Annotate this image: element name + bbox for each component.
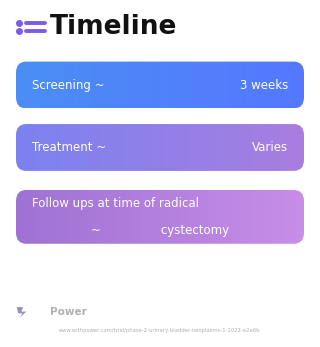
Text: Power: Power xyxy=(50,307,86,317)
Text: Timeline: Timeline xyxy=(50,14,177,40)
Text: 3 weeks: 3 weeks xyxy=(240,78,288,92)
Text: Follow ups at time of radical: Follow ups at time of radical xyxy=(32,197,199,210)
Text: Varies: Varies xyxy=(252,141,288,154)
Text: Screening ~: Screening ~ xyxy=(32,78,105,92)
Polygon shape xyxy=(17,307,26,318)
Text: www.withpower.com/trial/phase-2-urinary-bladder-neoplasms-1-2022-e2e6b: www.withpower.com/trial/phase-2-urinary-… xyxy=(59,328,261,333)
Text: Treatment ~: Treatment ~ xyxy=(32,141,106,154)
Text: ~                cystectomy: ~ cystectomy xyxy=(91,223,229,237)
